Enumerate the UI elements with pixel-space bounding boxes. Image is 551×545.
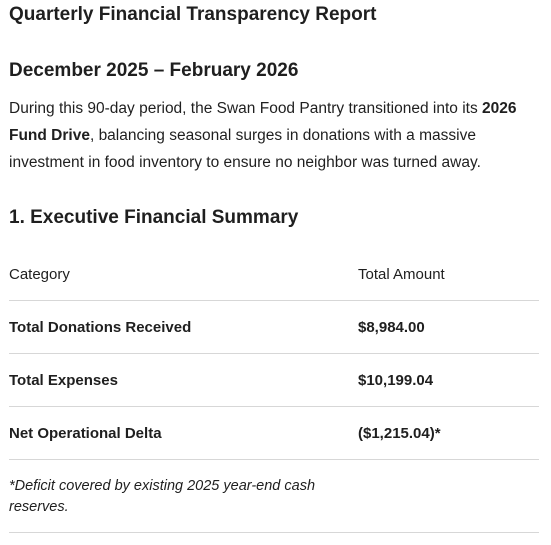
table-header-row: Category Total Amount xyxy=(9,248,539,301)
deficit-footnote: *Deficit covered by existing 2025 year-e… xyxy=(9,478,316,515)
column-header-total-amount: Total Amount xyxy=(358,248,539,301)
row-category-donations: Total Donations Received xyxy=(9,300,358,354)
fund-drive-name: 2026 Fund Drive xyxy=(9,100,517,144)
intro-text-end: , balancing seasonal surges in donations… xyxy=(9,127,481,171)
report-title: Quarterly Financial Transparency Report xyxy=(9,4,377,25)
row-category-expenses: Total Expenses xyxy=(9,353,358,407)
column-header-category: Category xyxy=(9,248,358,301)
row-amount-net-delta: ($1,215.04)* xyxy=(358,406,539,460)
section-divider xyxy=(9,532,539,533)
intro-text-start: During this 90-day period, the Swan Food… xyxy=(9,100,483,117)
reporting-period-heading: December 2025 – February 2026 xyxy=(9,60,299,81)
row-category-net-delta: Net Operational Delta xyxy=(9,406,358,460)
table-row: Net Operational Delta ($1,215.04)* xyxy=(9,406,539,460)
intro-paragraph: During this 90-day period, the Swan Food… xyxy=(9,95,541,176)
table-row: Total Donations Received $8,984.00 xyxy=(9,300,539,354)
row-amount-expenses: $10,199.04 xyxy=(358,353,539,407)
executive-summary-heading: 1. Executive Financial Summary xyxy=(9,207,299,228)
row-amount-donations: $8,984.00 xyxy=(358,300,539,354)
table-row: Total Expenses $10,199.04 xyxy=(9,353,539,407)
executive-summary-table: Category Total Amount Total Donations Re… xyxy=(9,248,539,460)
